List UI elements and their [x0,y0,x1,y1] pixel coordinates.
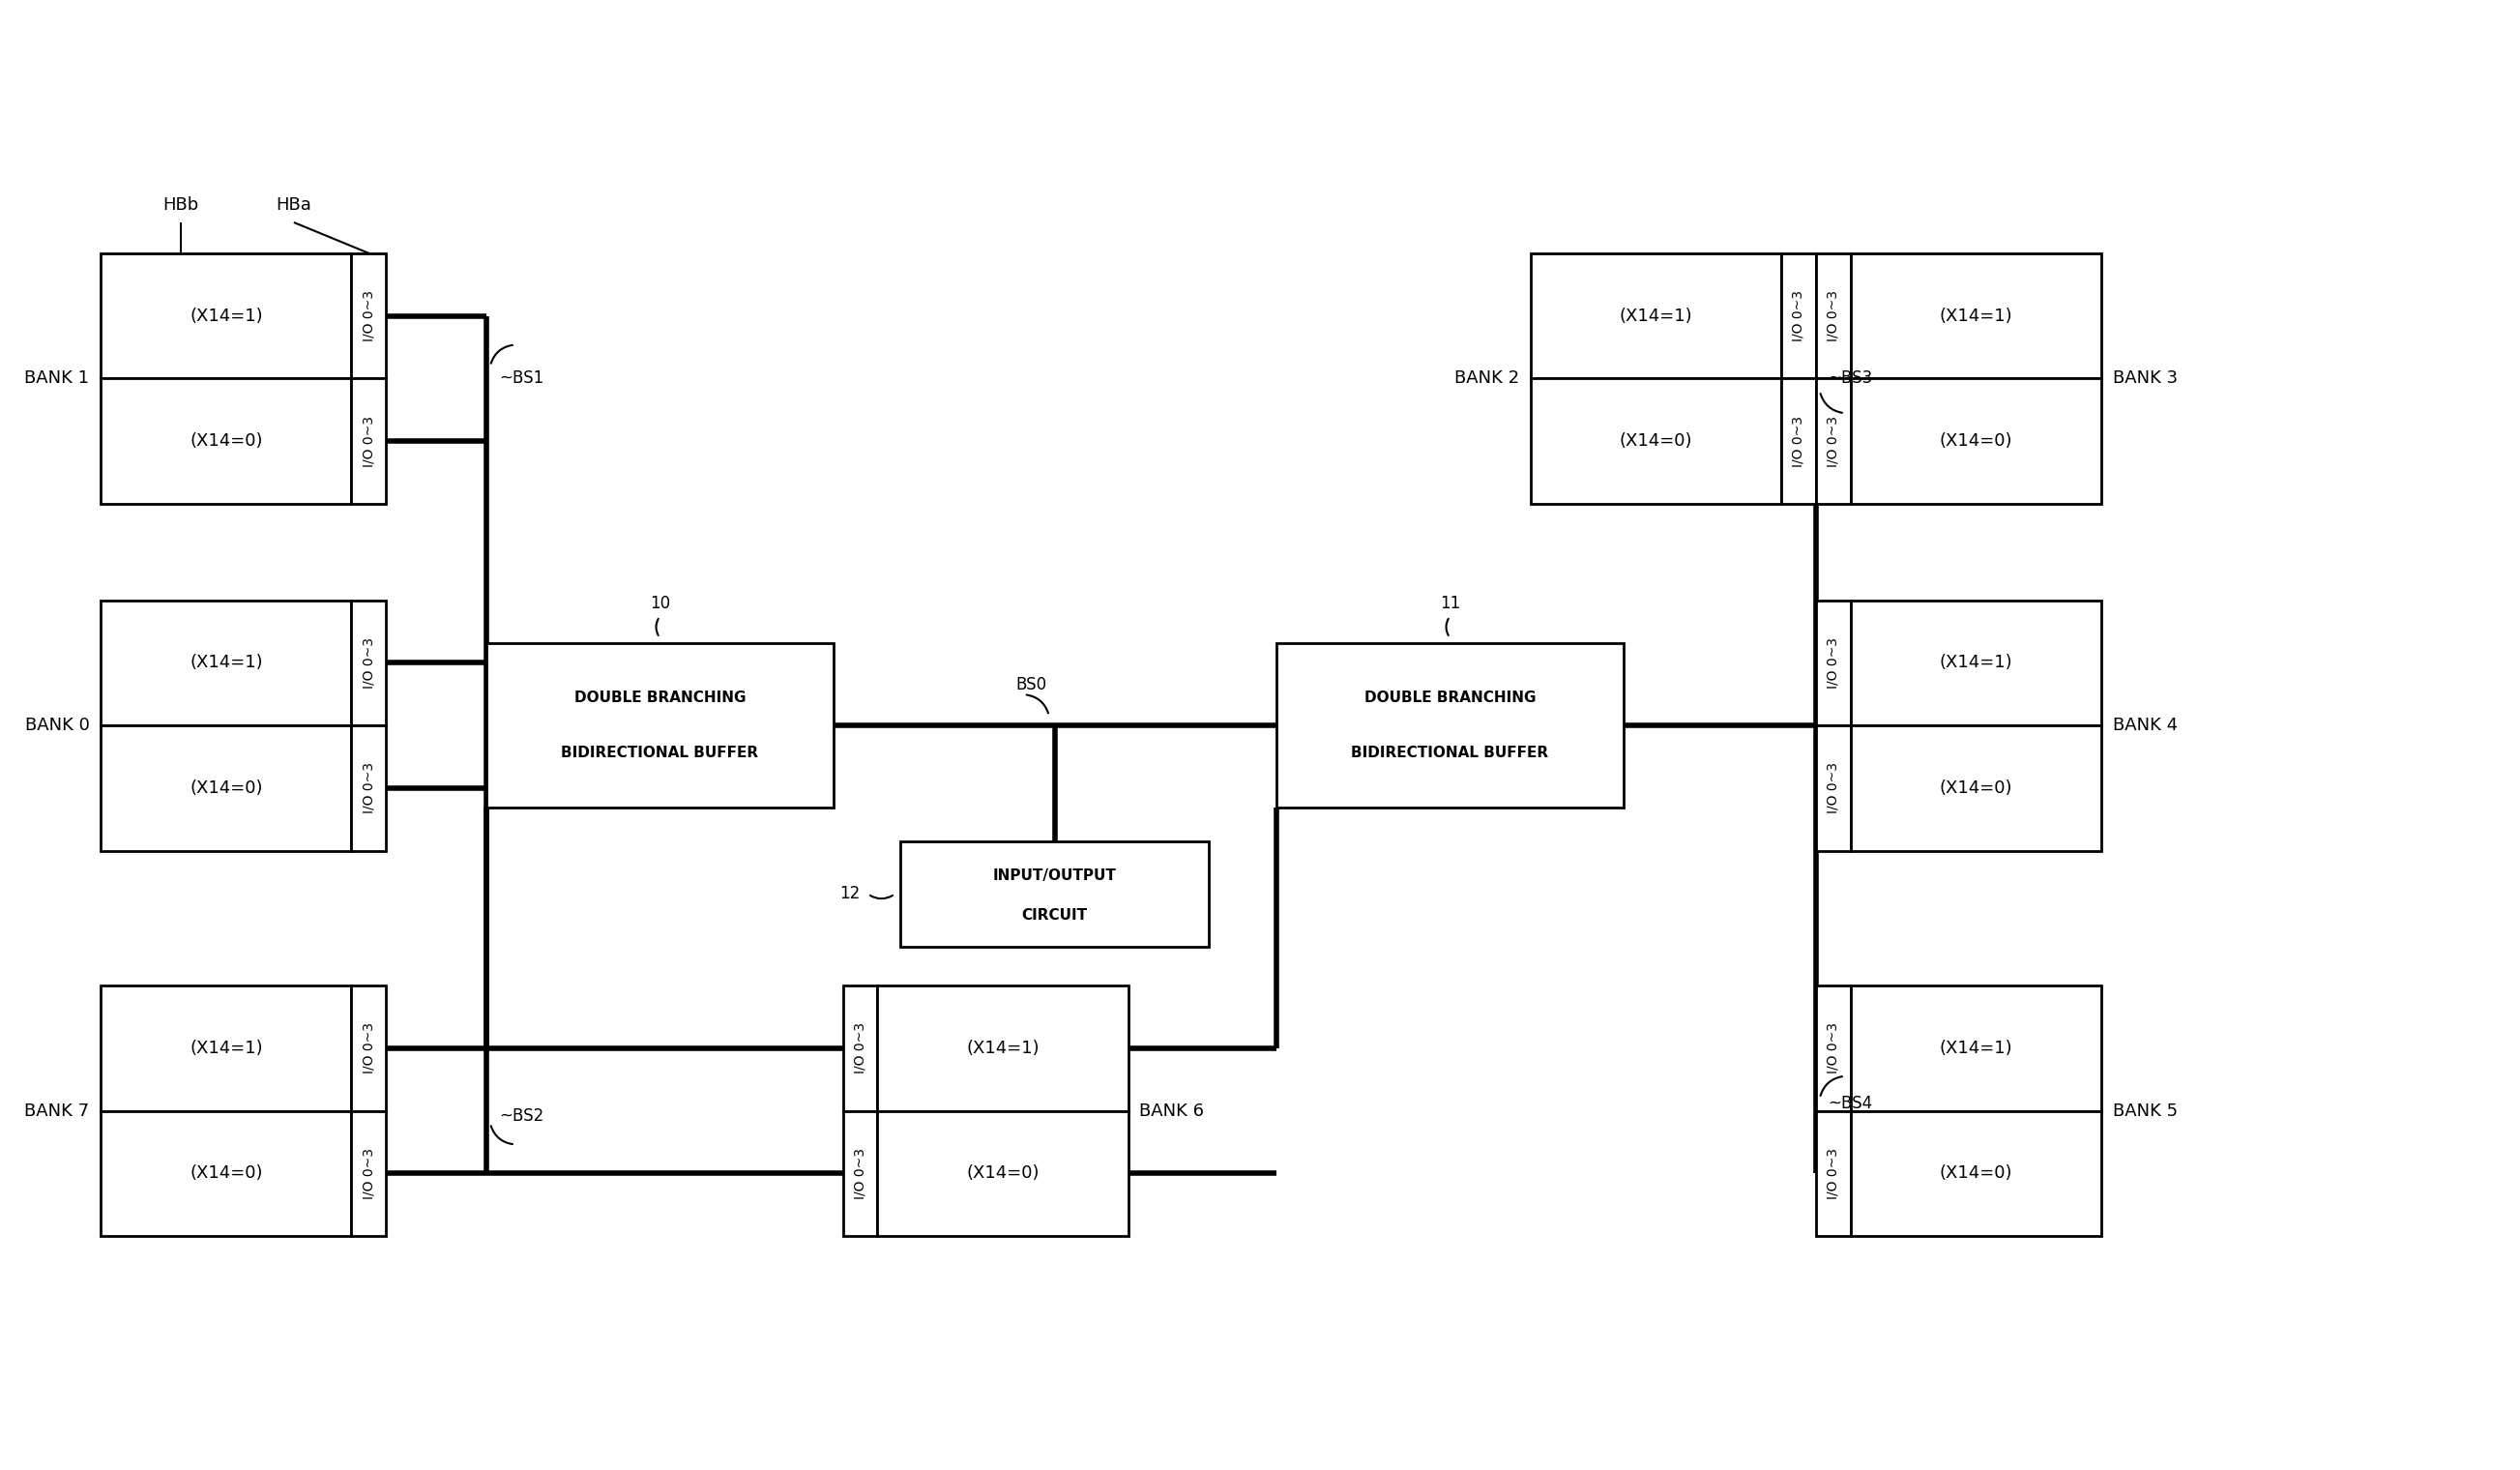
Text: BS0: BS0 [1016,676,1048,694]
Bar [1817,378,1850,504]
Text: (X14=1): (X14=1) [189,654,262,672]
Bar [1817,253,1850,378]
Text: (X14=0): (X14=0) [1620,432,1693,450]
Text: I/O 0~3: I/O 0~3 [1827,416,1840,467]
Text: 12: 12 [839,885,859,903]
Bar [1275,644,1623,807]
Bar [877,985,1129,1111]
Text: BANK 4: BANK 4 [2112,717,2177,734]
Text: ~BS3: ~BS3 [1827,370,1872,387]
Text: (X14=0): (X14=0) [1940,779,2013,797]
Text: (X14=0): (X14=0) [1940,1164,2013,1182]
Text: I/O 0~3: I/O 0~3 [1792,290,1804,341]
Bar [1850,378,2102,504]
Bar [350,725,386,851]
Bar [1530,378,1782,504]
Text: (X14=1): (X14=1) [1940,1039,2013,1057]
Bar [1817,1111,1850,1236]
Text: I/O 0~3: I/O 0~3 [363,763,375,813]
Text: CIRCUIT: CIRCUIT [1021,908,1089,923]
Text: ~BS2: ~BS2 [499,1107,544,1125]
Bar [101,378,350,504]
Bar [486,644,834,807]
Text: I/O 0~3: I/O 0~3 [363,637,375,688]
Text: I/O 0~3: I/O 0~3 [1827,1023,1840,1073]
Text: ~BS1: ~BS1 [499,370,544,387]
Bar [1530,253,1782,378]
Text: (X14=1): (X14=1) [189,307,262,325]
Text: BANK 1: BANK 1 [25,370,88,387]
Bar [1850,725,2102,851]
Text: (X14=1): (X14=1) [965,1039,1038,1057]
Bar [842,985,877,1111]
Text: (X14=1): (X14=1) [1940,654,2013,672]
Text: (X14=1): (X14=1) [1620,307,1693,325]
Bar [1782,378,1817,504]
Text: I/O 0~3: I/O 0~3 [363,1148,375,1200]
Bar [1782,253,1817,378]
Bar [1817,600,1850,725]
Text: BANK 3: BANK 3 [2112,370,2177,387]
Text: (X14=0): (X14=0) [189,779,262,797]
Text: (X14=0): (X14=0) [1940,432,2013,450]
Text: BANK 2: BANK 2 [1454,370,1520,387]
Text: I/O 0~3: I/O 0~3 [854,1023,867,1073]
Bar [101,985,350,1111]
Text: HBb: HBb [164,197,199,213]
Text: I/O 0~3: I/O 0~3 [1827,290,1840,341]
Text: BIDIRECTIONAL BUFFER: BIDIRECTIONAL BUFFER [562,745,759,760]
Text: BANK 0: BANK 0 [25,717,88,734]
Text: (X14=0): (X14=0) [965,1164,1038,1182]
Text: BIDIRECTIONAL BUFFER: BIDIRECTIONAL BUFFER [1351,745,1547,760]
Text: I/O 0~3: I/O 0~3 [363,416,375,467]
Bar [350,378,386,504]
Text: INPUT/OUTPUT: INPUT/OUTPUT [993,869,1116,883]
Text: HBa: HBa [277,197,312,213]
Text: BANK 5: BANK 5 [2112,1102,2177,1120]
Text: I/O 0~3: I/O 0~3 [363,1023,375,1073]
Text: I/O 0~3: I/O 0~3 [1827,763,1840,813]
Text: BANK 6: BANK 6 [1139,1102,1205,1120]
Bar [350,985,386,1111]
Text: (X14=1): (X14=1) [1940,307,2013,325]
Bar [1817,725,1850,851]
Bar [1817,985,1850,1111]
Bar [350,600,386,725]
Bar [101,1111,350,1236]
Bar [350,1111,386,1236]
Text: (X14=1): (X14=1) [189,1039,262,1057]
Text: (X14=0): (X14=0) [189,432,262,450]
Bar [350,253,386,378]
Text: (X14=0): (X14=0) [189,1164,262,1182]
Bar [101,725,350,851]
Text: I/O 0~3: I/O 0~3 [363,290,375,341]
Bar [842,1111,877,1236]
Bar [877,1111,1129,1236]
Text: 11: 11 [1439,594,1459,612]
Text: I/O 0~3: I/O 0~3 [1792,416,1804,467]
Text: I/O 0~3: I/O 0~3 [1827,1148,1840,1200]
Bar [1850,253,2102,378]
Text: BANK 7: BANK 7 [25,1102,88,1120]
Text: I/O 0~3: I/O 0~3 [1827,637,1840,688]
Bar [1850,985,2102,1111]
Text: I/O 0~3: I/O 0~3 [854,1148,867,1200]
Bar [900,841,1210,947]
Text: 10: 10 [650,594,670,612]
Text: DOUBLE BRANCHING: DOUBLE BRANCHING [575,691,746,704]
Bar [1850,600,2102,725]
Bar [1850,1111,2102,1236]
Bar [101,253,350,378]
Text: ~BS4: ~BS4 [1827,1094,1872,1111]
Bar [101,600,350,725]
Text: DOUBLE BRANCHING: DOUBLE BRANCHING [1363,691,1535,704]
